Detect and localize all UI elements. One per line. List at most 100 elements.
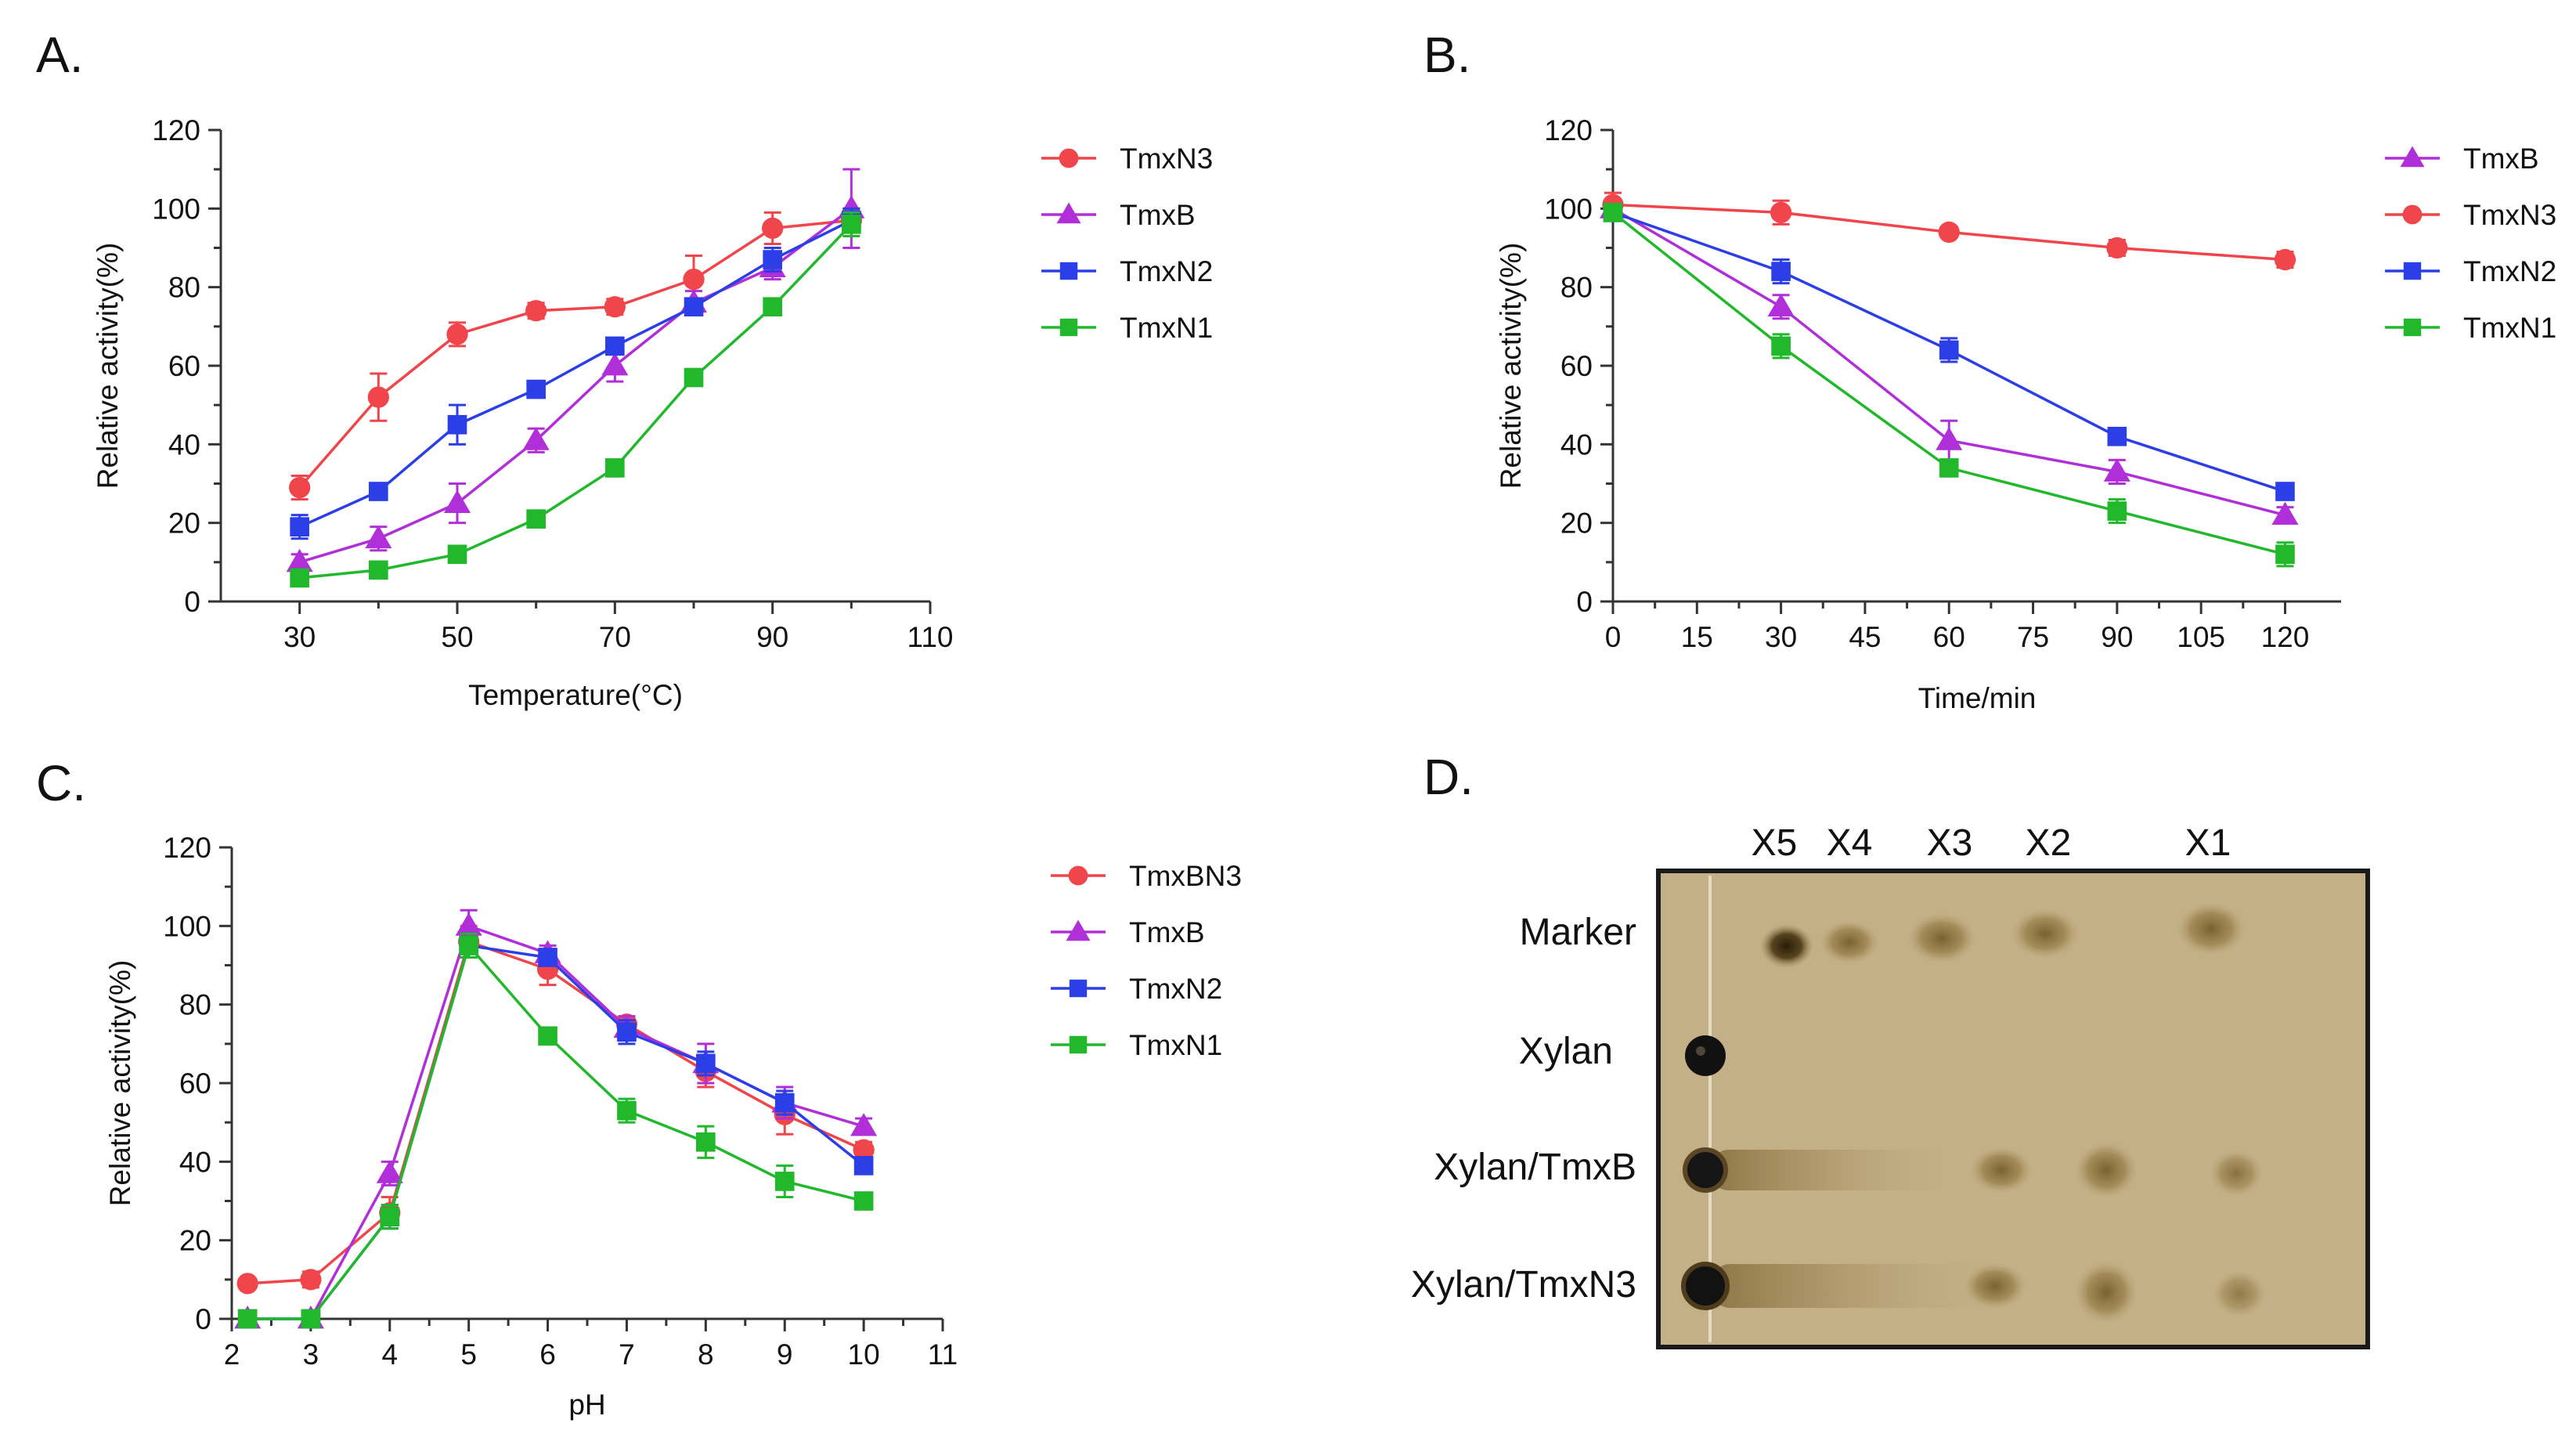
tlc-column-label: X2 — [2026, 822, 2072, 864]
data-point — [696, 1132, 716, 1152]
data-point — [538, 948, 557, 967]
tlc-spot-tmxn3-x3 — [1964, 1262, 2026, 1309]
y-tick-label: 80 — [1560, 272, 1593, 304]
data-point — [683, 268, 705, 291]
data-point — [526, 509, 546, 529]
data-point — [455, 912, 482, 936]
y-tick-label: 20 — [179, 1225, 211, 1257]
data-point — [447, 414, 467, 435]
y-axis-title: Relative activity(%) — [104, 960, 136, 1207]
series-tmxn2 — [237, 932, 874, 1329]
chart-c: 0 20 40 60 80 100 120 2 3 4 5 6 7 8 9 10 11 pH Relative ac… — [104, 832, 1242, 1421]
x-tick-label: 15 — [1681, 621, 1713, 653]
x-tick-label: 11 — [928, 1338, 958, 1371]
legend-label: TmxN1 — [1129, 1029, 1222, 1061]
y-tick-label: 100 — [163, 910, 211, 942]
legend-label: TmxN3 — [2463, 199, 2556, 231]
series-tmxn1 — [1603, 203, 2295, 568]
x-tick-label: 60 — [1933, 621, 1965, 653]
data-point — [853, 1139, 875, 1161]
tlc-row-label: Xylan/TmxB — [1434, 1147, 1636, 1188]
legend-label: TmxB — [2463, 143, 2539, 175]
tlc-spot-tmxb-x1 — [2210, 1150, 2263, 1197]
y-tick-label: 120 — [163, 832, 211, 864]
y-tick-label: 120 — [1544, 114, 1593, 146]
series-line — [247, 940, 864, 1285]
y-axis-title: Relative activity(%) — [1495, 243, 1527, 489]
x-tick-label: 8 — [698, 1338, 714, 1371]
series-tmxn1 — [237, 932, 874, 1329]
y-tick-label: 100 — [1544, 193, 1593, 225]
data-point — [601, 352, 629, 376]
legend-marker — [1069, 1035, 1088, 1054]
data-point — [763, 250, 782, 269]
tlc-spot-xylan-origin — [1685, 1035, 1726, 1076]
tlc-column-label: X1 — [2185, 822, 2231, 864]
y-tick-label: 60 — [168, 350, 200, 382]
legend-label: TmxN2 — [1120, 255, 1213, 287]
legend-label: TmxN3 — [1120, 143, 1213, 175]
series-line — [298, 219, 853, 529]
legend-marker — [1056, 202, 1081, 224]
data-point — [1771, 336, 1791, 356]
data-point — [369, 482, 388, 501]
data-point — [2107, 501, 2127, 521]
data-point — [853, 1191, 874, 1211]
x-tick-label: 75 — [2017, 621, 2049, 653]
legend-marker — [2403, 262, 2422, 280]
tlc-spot-tmxb-x3 — [1970, 1147, 2033, 1194]
x-tick-label: 30 — [283, 621, 316, 653]
tlc-smear-tmxb — [1710, 1150, 1961, 1190]
data-point — [1936, 427, 1963, 450]
data-point — [1767, 293, 1795, 317]
data-point — [684, 297, 704, 317]
x-tick-label: 4 — [381, 1338, 398, 1371]
data-point — [605, 458, 625, 478]
series-tmxn3 — [1602, 191, 2296, 271]
x-tick-label: 3 — [303, 1338, 319, 1371]
x-tick-label: 0 — [1605, 621, 1622, 653]
legend-marker — [2403, 318, 2422, 337]
legend-marker — [2402, 204, 2423, 225]
data-point — [617, 1100, 637, 1121]
legend-marker — [1059, 318, 1078, 337]
legend-label: TmxN1 — [1120, 312, 1213, 344]
panel-letter-d: D. — [1423, 749, 1474, 805]
series-tmxn1 — [290, 211, 861, 588]
x-tick-label: 90 — [2101, 621, 2133, 653]
x-axis-title: pH — [568, 1389, 605, 1421]
chart-b: 0 20 40 60 80 100 120 0 15 30 45 60 75 90 105 120 Time/m… — [1495, 114, 2556, 714]
data-point — [236, 1273, 258, 1295]
data-point — [446, 323, 468, 345]
panel-letter-b: B. — [1423, 27, 1470, 83]
data-point — [850, 1113, 878, 1136]
data-point — [762, 217, 784, 240]
data-point — [2275, 544, 2295, 565]
y-tick-label: 20 — [168, 507, 200, 540]
chart-a: 0 20 40 60 80 100 120 30 50 70 90 110 Temperature(°C… — [92, 114, 1213, 711]
data-point — [763, 297, 782, 317]
data-point — [605, 336, 625, 356]
data-point — [459, 936, 478, 955]
tlc-plate-panel: X5 X4 X3 X2 X1 Marker Xylan Xylan/TmxB X… — [1411, 822, 2370, 1349]
legend-marker — [1066, 919, 1091, 941]
tlc-row-label: Marker — [1520, 912, 1636, 953]
tlc-spot-tmxn3-x1 — [2213, 1270, 2266, 1317]
series-line — [298, 219, 852, 489]
tlc-column-label: X4 — [1827, 822, 1873, 864]
legend-label: TmxN2 — [2463, 255, 2556, 287]
tlc-smear-tmxn3 — [1710, 1264, 2008, 1308]
data-point — [853, 1156, 874, 1176]
legend-marker — [2400, 146, 2425, 168]
y-tick-label: 60 — [179, 1067, 211, 1100]
x-axis-title: Time/min — [1918, 682, 2037, 714]
y-tick-label: 60 — [1560, 350, 1593, 382]
y-tick-label: 40 — [1560, 428, 1593, 461]
x-axis-title: Temperature(°C) — [468, 679, 683, 711]
x-tick-label: 45 — [1849, 621, 1881, 653]
tlc-spot-tmxn3-origin — [1681, 1262, 1730, 1310]
tlc-spot-marker-x5 — [1760, 924, 1813, 968]
data-point — [2107, 426, 2127, 446]
panel-letter-a: A. — [36, 27, 83, 83]
